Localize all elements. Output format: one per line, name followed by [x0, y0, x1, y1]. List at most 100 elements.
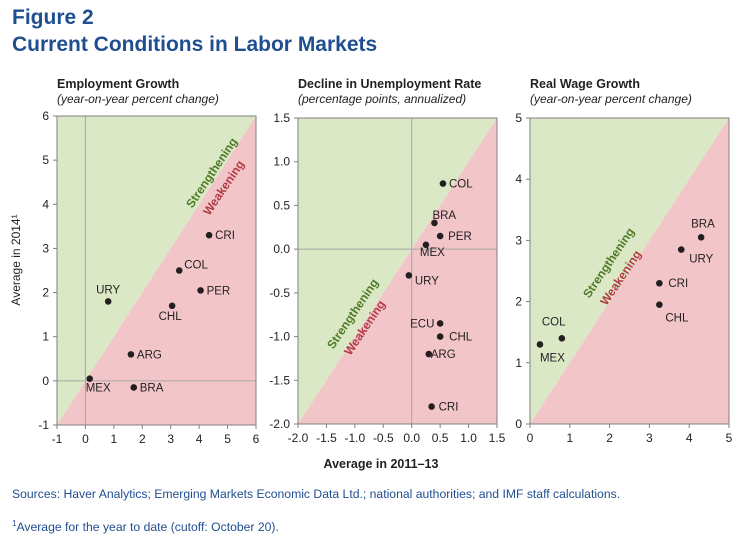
- x-tick-label: -1.0: [345, 431, 366, 445]
- y-tick-label: 4: [515, 172, 522, 186]
- x-tick-label: 0.5: [432, 431, 449, 445]
- plot-frame: [56, 115, 257, 426]
- data-point-cri: [428, 403, 435, 410]
- panel-title: Real Wage Growth: [530, 77, 640, 91]
- y-tick-label: 3: [42, 241, 49, 255]
- data-point-bra: [130, 384, 138, 391]
- y-tick-label: 2: [515, 295, 522, 309]
- weakening-region: [530, 118, 729, 424]
- point-label-chl: CHL: [449, 332, 473, 344]
- x-tick-label: 2: [139, 432, 146, 446]
- data-point-bra: [697, 234, 705, 241]
- data-point-bra: [431, 219, 438, 227]
- x-tick-label: -2.0: [288, 431, 309, 445]
- point-label-cri: CRI: [668, 278, 688, 290]
- point-label-chl: CHL: [159, 311, 183, 323]
- point-label-chl: CHL: [665, 313, 689, 325]
- data-point-ury: [405, 272, 413, 279]
- data-point-arg: [127, 351, 135, 358]
- y-tick-label: -0.5: [269, 286, 290, 300]
- plot-frame: [297, 117, 498, 425]
- y-tick-label: -2.0: [269, 417, 290, 431]
- point-label-bra: BRA: [140, 382, 164, 394]
- weakening-region: [298, 118, 497, 424]
- x-tick-label: 0.0: [403, 431, 420, 445]
- x-tick-label: -0.5: [373, 431, 394, 445]
- x-tick-label: 5: [726, 431, 733, 445]
- data-point-mex: [536, 341, 544, 348]
- panel-subtitle: (year-on-year percent change): [530, 92, 692, 106]
- point-label-per: PER: [207, 285, 231, 297]
- data-point-cri: [656, 279, 663, 287]
- y-tick-label: 1: [42, 330, 49, 344]
- y-tick-label: 1: [515, 356, 522, 370]
- panel-title: Employment Growth: [57, 77, 179, 91]
- x-tick-label: -1.5: [316, 431, 337, 445]
- point-label-cri: CRI: [439, 402, 459, 414]
- x-tick-label: 6: [253, 432, 260, 446]
- y-tick-label: 5: [515, 111, 522, 125]
- data-point-chl: [656, 301, 663, 308]
- x-tick-label: 0: [527, 431, 534, 445]
- y-tick-label: 2: [42, 286, 49, 300]
- y-tick-label: 0.5: [273, 198, 290, 212]
- y-tick-label: -1: [38, 418, 49, 432]
- point-label-col: COL: [184, 260, 208, 272]
- point-label-per: PER: [448, 231, 472, 243]
- panel-3: 0 1 2 3 4 5 0 1 2 3 4 5 Real Wage Growth(year-on-yea…: [515, 77, 732, 445]
- data-point-ury: [677, 246, 685, 253]
- data-point-chl: [168, 302, 176, 310]
- y-tick-label: 0: [42, 374, 49, 388]
- x-tick-label: -1: [52, 432, 63, 446]
- point-label-ury: URY: [689, 254, 713, 266]
- data-point-mex: [86, 375, 93, 382]
- y-tick-label: 5: [42, 153, 49, 167]
- panel-subtitle: (percentage points, annualized): [298, 92, 466, 106]
- footnote-text: Average for the year to date (cutoff: Oc…: [16, 520, 279, 535]
- x-tick-label: 4: [686, 431, 693, 445]
- x-tick-label: 1.0: [460, 431, 477, 445]
- x-tick-label: 4: [196, 432, 203, 446]
- y-tick-label: 0.0: [273, 242, 290, 256]
- footnote: 1Average for the year to date (cutoff: O…: [12, 519, 279, 534]
- point-label-arg: ARG: [431, 349, 456, 361]
- data-point-arg: [425, 350, 433, 358]
- sources-note: Sources: Haver Analytics; Emerging Marke…: [12, 487, 621, 501]
- data-point-cri: [205, 231, 213, 239]
- point-label-mex: MEX: [420, 247, 445, 259]
- x-tick-label: 0: [82, 432, 89, 446]
- shared-x-axis-label: Average in 2011–13: [324, 457, 439, 471]
- figure-title: Current Conditions in Labor Markets: [12, 33, 378, 56]
- point-label-ury: URY: [96, 284, 120, 296]
- figure-label: Figure 2: [12, 6, 94, 29]
- point-label-arg: ARG: [137, 349, 162, 361]
- data-point-per: [197, 287, 204, 294]
- x-tick-label: 2: [606, 431, 613, 445]
- y-tick-label: 4: [42, 197, 49, 211]
- point-label-cri: CRI: [215, 230, 235, 242]
- x-tick-label: 1: [566, 431, 573, 445]
- data-point-col: [558, 335, 566, 342]
- y-axis-label: Average in 2014¹: [9, 214, 23, 305]
- y-tick-label: 1.0: [273, 155, 290, 169]
- point-label-mex: MEX: [540, 352, 565, 364]
- point-label-bra: BRA: [691, 218, 715, 230]
- y-tick-label: 3: [515, 233, 522, 247]
- y-tick-label: 6: [42, 109, 49, 123]
- panel-2: -2.0 -1.5 -1.0 -0.5 0.0 0.5 1.0 1.5 -2.0 -1.5 -1.0…: [269, 77, 505, 445]
- data-point-per: [436, 232, 444, 240]
- x-tick-label: 5: [224, 432, 231, 446]
- panel-1: -1 0 1 2 3 4 5 6 -1 0 1 2 3 4 5 6 Employment Growth(year…: [38, 77, 259, 446]
- data-point-ury: [104, 298, 112, 305]
- point-label-bra: BRA: [432, 210, 456, 222]
- weakening-region: [57, 116, 256, 425]
- data-point-chl: [436, 333, 444, 340]
- point-label-col: COL: [542, 316, 566, 328]
- x-tick-label: 3: [646, 431, 653, 445]
- data-point-mex: [422, 241, 430, 249]
- y-tick-label: -1.0: [269, 330, 290, 344]
- y-tick-label: 1.5: [273, 111, 290, 125]
- point-label-ecu: ECU: [410, 318, 434, 330]
- x-tick-label: 1: [111, 432, 118, 446]
